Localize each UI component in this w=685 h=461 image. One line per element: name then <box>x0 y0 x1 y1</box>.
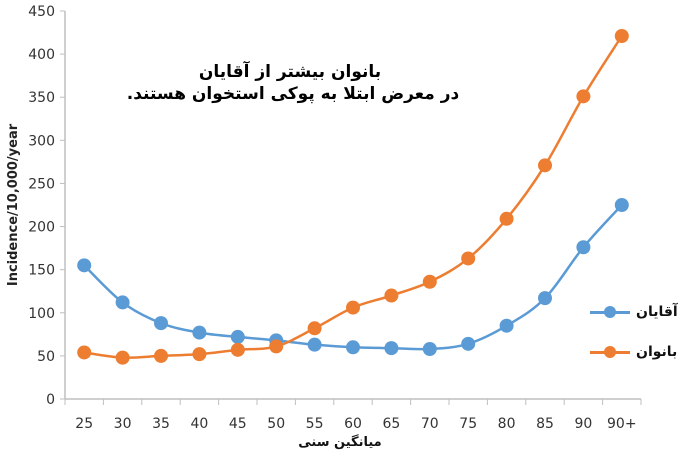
data-point <box>384 288 399 303</box>
x-tick-label: 55 <box>306 416 324 432</box>
y-tick-label: 450 <box>28 4 55 20</box>
data-point <box>614 29 629 44</box>
annotation-line-2: در معرض ابتلا به پوکی استخوان هستند. <box>126 84 460 104</box>
y-tick-label: 200 <box>28 220 55 236</box>
data-point <box>230 342 245 357</box>
annotation-line-1: بانوان بیشتر از آقایان <box>198 62 382 82</box>
x-tick-label: 25 <box>75 416 93 432</box>
y-tick-label: 150 <box>28 263 55 279</box>
series-lines <box>77 29 629 365</box>
data-point <box>77 345 92 360</box>
x-tick-label: 60 <box>344 416 362 432</box>
data-point <box>461 251 476 266</box>
data-point <box>307 321 322 336</box>
x-tick-label: 35 <box>152 416 170 432</box>
legend-item-men: آقایان <box>590 304 678 320</box>
x-tick-label: 90 <box>574 416 592 432</box>
data-point <box>346 340 360 355</box>
data-point <box>230 329 245 344</box>
data-point <box>269 339 284 354</box>
y-tick-label: 100 <box>28 306 55 322</box>
y-tick-label: 250 <box>28 176 55 192</box>
data-point <box>499 318 514 333</box>
data-point <box>115 295 130 310</box>
data-point <box>307 337 322 352</box>
y-axis: 0 50 100 150 200 250 300 350 400 450 <box>28 4 66 408</box>
data-point <box>538 158 552 173</box>
data-point <box>154 316 168 331</box>
x-tick-label: 70 <box>421 416 439 432</box>
y-tick-label: 400 <box>28 47 55 63</box>
x-tick-label: 75 <box>459 416 477 432</box>
data-point <box>422 274 437 289</box>
data-point <box>461 336 476 351</box>
legend-label-men: آقایان <box>636 304 678 320</box>
y-tick-label: 0 <box>46 392 55 408</box>
legend-marker-women-icon <box>590 346 630 358</box>
data-point <box>499 211 514 226</box>
data-point <box>192 325 207 340</box>
x-tick-label: 85 <box>536 416 554 432</box>
data-point <box>154 348 168 363</box>
data-point <box>192 347 207 362</box>
data-point <box>576 89 591 104</box>
y-tick-label: 350 <box>28 90 55 106</box>
series-women <box>77 29 629 365</box>
x-tick-label: 65 <box>382 416 400 432</box>
legend-label-women: بانوان <box>636 344 678 360</box>
data-point <box>384 341 399 356</box>
x-tick-label: 80 <box>498 416 516 432</box>
x-axis-label: میانگین سنی <box>298 434 381 450</box>
series-men <box>77 198 629 356</box>
y-axis-label: Incidence/10,000/year <box>6 123 21 286</box>
data-point <box>576 240 591 255</box>
x-tick-label: 45 <box>229 416 247 432</box>
legend-item-women: بانوان <box>590 344 677 360</box>
x-tick-label: 40 <box>190 416 208 432</box>
data-point <box>77 258 92 273</box>
x-tick-label: 50 <box>267 416 285 432</box>
x-axis: 25 30 35 40 45 50 55 60 65 70 75 80 85 90 90+ <box>64 398 642 432</box>
legend-marker-men-icon <box>590 306 630 318</box>
x-tick-label: 90+ <box>607 416 637 432</box>
x-tick-label: 30 <box>114 416 132 432</box>
data-point <box>538 291 552 306</box>
y-tick-label: 50 <box>37 349 55 365</box>
data-point <box>614 198 629 212</box>
y-tick-label: 300 <box>28 133 55 149</box>
data-point <box>346 300 360 315</box>
data-point <box>422 341 437 356</box>
data-point <box>115 350 130 365</box>
